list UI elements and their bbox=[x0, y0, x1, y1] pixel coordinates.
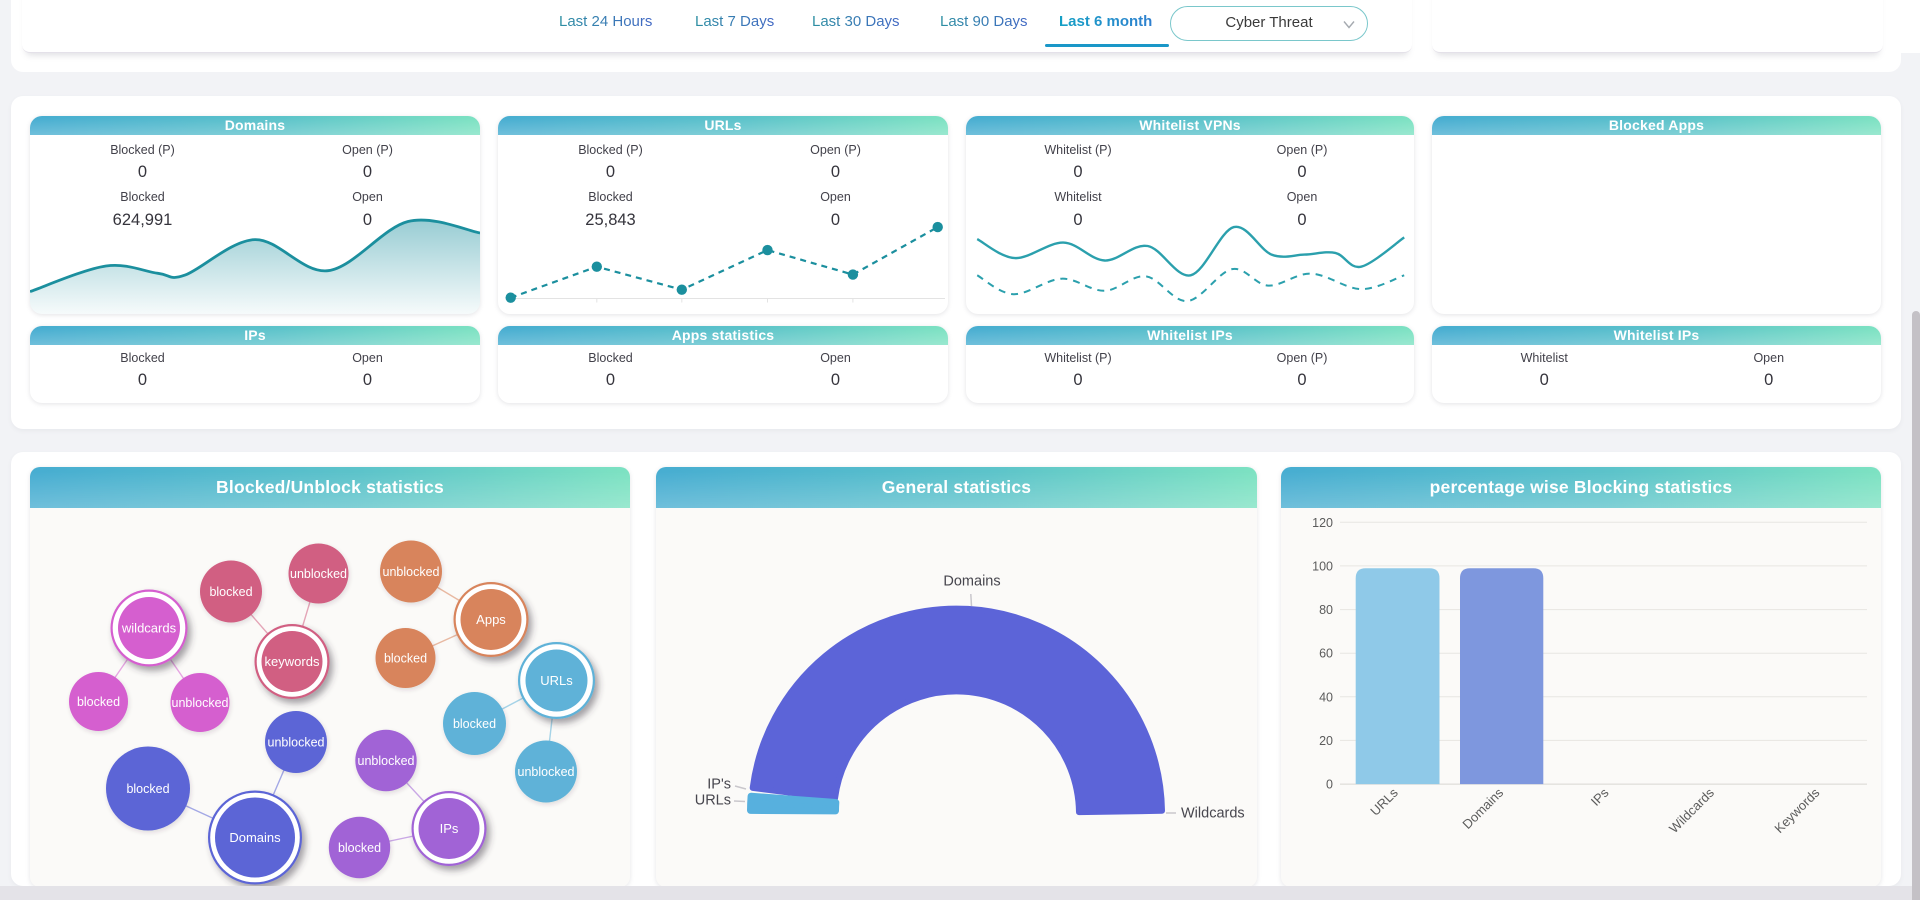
svg-text:blocked: blocked bbox=[338, 841, 381, 855]
svg-text:URLs: URLs bbox=[695, 792, 731, 808]
svg-text:wildcards: wildcards bbox=[121, 620, 177, 635]
svg-text:60: 60 bbox=[1319, 646, 1333, 660]
svg-text:unblocked: unblocked bbox=[290, 567, 347, 581]
svg-text:URLs: URLs bbox=[540, 673, 573, 688]
svg-text:blocked: blocked bbox=[126, 782, 169, 796]
svg-text:0: 0 bbox=[1326, 777, 1333, 791]
svg-text:unblocked: unblocked bbox=[358, 754, 415, 768]
svg-text:blocked: blocked bbox=[453, 717, 496, 731]
svg-text:unblocked: unblocked bbox=[518, 765, 575, 779]
svg-text:IPs: IPs bbox=[440, 821, 459, 836]
svg-text:Wildcards: Wildcards bbox=[1181, 805, 1245, 821]
svg-text:100: 100 bbox=[1312, 559, 1333, 573]
svg-text:URLs: URLs bbox=[1367, 784, 1401, 818]
svg-text:unblocked: unblocked bbox=[172, 696, 229, 710]
svg-text:Apps: Apps bbox=[476, 612, 506, 627]
svg-text:IPs: IPs bbox=[1588, 784, 1612, 808]
svg-text:Domains: Domains bbox=[1459, 784, 1506, 831]
svg-text:Domains: Domains bbox=[229, 830, 281, 845]
svg-text:blocked: blocked bbox=[209, 585, 252, 599]
svg-text:Domains: Domains bbox=[943, 573, 1000, 589]
svg-text:120: 120 bbox=[1312, 515, 1333, 529]
svg-text:unblocked: unblocked bbox=[383, 565, 440, 579]
svg-text:blocked: blocked bbox=[77, 695, 120, 709]
svg-text:40: 40 bbox=[1319, 690, 1333, 704]
svg-text:20: 20 bbox=[1319, 733, 1333, 747]
svg-text:Wildcards: Wildcards bbox=[1666, 784, 1717, 835]
svg-text:80: 80 bbox=[1319, 603, 1333, 617]
svg-text:Keywords: Keywords bbox=[1771, 784, 1822, 835]
svg-text:IP's: IP's bbox=[707, 776, 731, 792]
svg-text:keywords: keywords bbox=[265, 654, 320, 669]
svg-text:blocked: blocked bbox=[384, 651, 427, 665]
svg-text:unblocked: unblocked bbox=[268, 735, 325, 749]
